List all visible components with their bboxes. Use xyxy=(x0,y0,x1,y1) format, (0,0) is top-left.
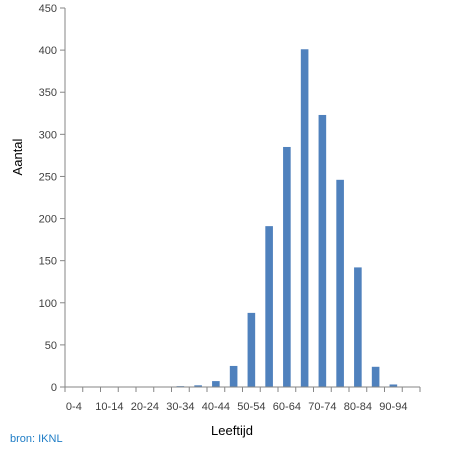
y-tick-label: 450 xyxy=(39,3,57,15)
y-tick-label: 300 xyxy=(39,129,57,141)
y-axis-title: Aantal xyxy=(10,138,25,175)
x-axis-ticks: 0-4 10-14 20-24 30-34 40-44 50-54 60-64 70-74 80… xyxy=(64,387,421,413)
bar-40-44 xyxy=(212,381,220,387)
bar-55-59 xyxy=(265,226,273,387)
bar-85-89 xyxy=(371,366,380,387)
x-axis-title: Leeftijd xyxy=(211,423,253,438)
y-tick-label: 100 xyxy=(39,298,57,310)
bar-80-84 xyxy=(354,267,362,387)
y-tick-label: 150 xyxy=(39,256,57,268)
bar-65-69 xyxy=(300,49,309,388)
x-tick-label: 30-34 xyxy=(166,401,194,413)
x-tick-label: 50-54 xyxy=(237,401,265,413)
y-tick-label: 0 xyxy=(51,382,57,394)
bar-45-49 xyxy=(229,365,238,387)
bar-90-94 xyxy=(389,384,398,387)
bar-70-74 xyxy=(318,114,327,388)
x-tick-label: 40-44 xyxy=(202,401,230,413)
bar-35-39 xyxy=(194,385,202,387)
bars xyxy=(176,49,398,388)
y-tick-label: 250 xyxy=(39,171,57,183)
y-tick-label: 200 xyxy=(39,214,57,226)
x-tick-label: 90-94 xyxy=(379,401,407,413)
x-tick-label: 10-14 xyxy=(95,401,123,413)
y-axis-ticks: 0 50 100 150 200 250 300 350 400 450 xyxy=(39,3,65,394)
x-tick-label: 60-64 xyxy=(273,401,301,413)
x-tick-label: 80-84 xyxy=(344,401,372,413)
x-tick-label: 70-74 xyxy=(308,401,336,413)
x-tick-label: 0-4 xyxy=(66,401,82,413)
y-tick-label: 350 xyxy=(39,87,57,99)
y-tick-label: 400 xyxy=(39,45,57,57)
bar-75-79 xyxy=(336,179,344,387)
y-tick-label: 50 xyxy=(45,340,57,352)
source-note: bron: IKNL xyxy=(10,433,63,445)
bar-50-54 xyxy=(247,312,256,387)
x-tick-label: 20-24 xyxy=(131,401,159,413)
bar-60-64 xyxy=(283,146,291,387)
